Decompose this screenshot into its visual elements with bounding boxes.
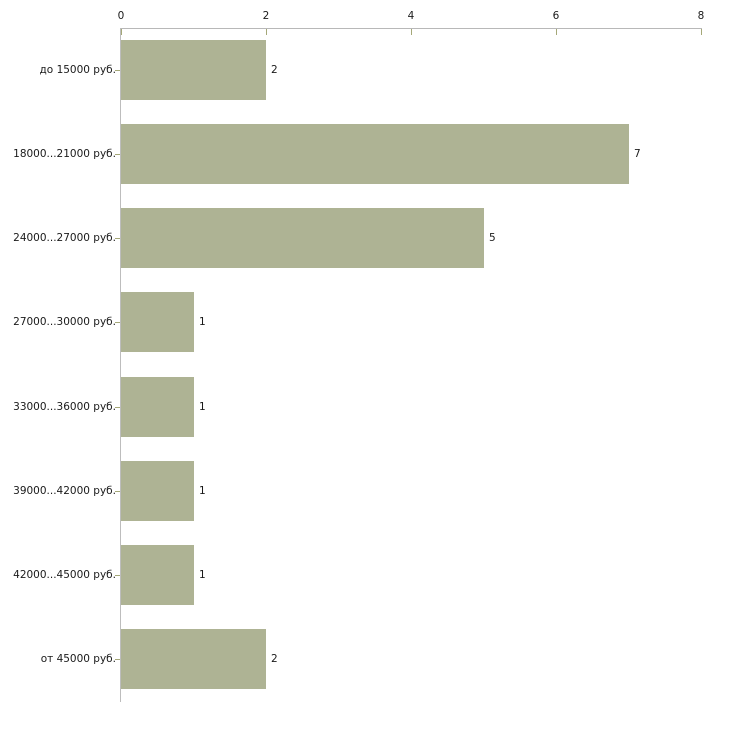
category-label: 33000...36000 руб. xyxy=(13,401,116,413)
y-tick-mark-2 xyxy=(115,238,120,239)
bar xyxy=(121,629,266,689)
x-tick-mark-2 xyxy=(266,29,267,35)
bar xyxy=(121,124,629,184)
x-axis-line xyxy=(121,28,702,29)
x-tick-label-4: 4 xyxy=(407,10,415,22)
x-tick-label-6: 6 xyxy=(552,10,560,22)
bar-value-label: 2 xyxy=(271,653,278,665)
bar-value-label: 2 xyxy=(271,64,278,76)
y-tick-mark-6 xyxy=(115,575,120,576)
x-tick-mark-4 xyxy=(411,29,412,35)
category-label: 27000...30000 руб. xyxy=(13,316,116,328)
category-label: 42000...45000 руб. xyxy=(13,569,116,581)
bar-value-label: 7 xyxy=(634,148,641,160)
category-label: 18000...21000 руб. xyxy=(13,148,116,160)
x-tick-mark-6 xyxy=(556,29,557,35)
y-tick-mark-1 xyxy=(115,154,120,155)
y-tick-mark-3 xyxy=(115,322,120,323)
y-tick-mark-4 xyxy=(115,407,120,408)
bar-value-label: 1 xyxy=(199,316,206,328)
category-label: от 45000 руб. xyxy=(40,653,116,665)
bar xyxy=(121,40,266,100)
y-tick-mark-0 xyxy=(115,70,120,71)
bar-value-label: 1 xyxy=(199,401,206,413)
category-label: до 15000 руб. xyxy=(39,64,116,76)
bar xyxy=(121,377,194,437)
y-axis-line xyxy=(120,28,121,702)
x-tick-label-2: 2 xyxy=(262,10,270,22)
x-tick-label-8: 8 xyxy=(697,10,705,22)
bar-value-label: 1 xyxy=(199,569,206,581)
bar-value-label: 1 xyxy=(199,485,206,497)
y-tick-mark-7 xyxy=(115,659,120,660)
bar-value-label: 5 xyxy=(489,232,496,244)
x-tick-mark-0 xyxy=(121,29,122,35)
x-tick-mark-8 xyxy=(701,29,702,35)
category-label: 39000...42000 руб. xyxy=(13,485,116,497)
bar xyxy=(121,208,484,268)
bar xyxy=(121,292,194,352)
category-label: 24000...27000 руб. xyxy=(13,232,116,244)
y-tick-mark-5 xyxy=(115,491,120,492)
x-tick-label-0: 0 xyxy=(117,10,125,22)
bar xyxy=(121,545,194,605)
bar xyxy=(121,461,194,521)
